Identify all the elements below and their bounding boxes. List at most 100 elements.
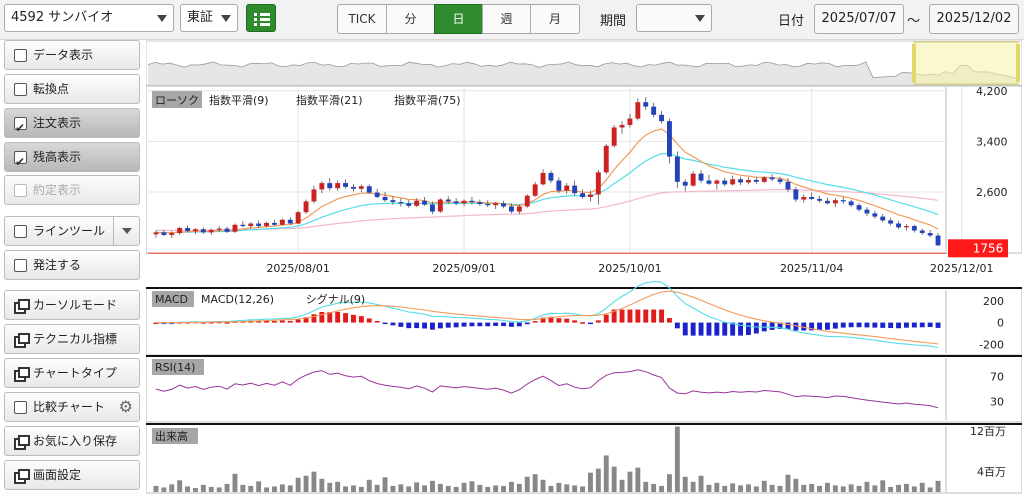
candle-body (785, 181, 791, 190)
volume-bar (848, 484, 854, 492)
order-display-toggle[interactable]: 注文表示 (4, 108, 140, 142)
line-tool-menu-button[interactable] (113, 217, 139, 245)
volume-bar (769, 484, 775, 492)
volume-bar (279, 484, 285, 492)
volume-bar (785, 474, 791, 492)
compare-chart-toggle[interactable]: 比較チャート ⚙ (4, 392, 140, 422)
current-price-label: 1756 (973, 241, 1004, 255)
checkbox-icon (14, 259, 27, 272)
symbol-select[interactable]: 4592 サンバイオ (4, 4, 174, 32)
place-order-toggle[interactable]: 発注する (4, 250, 140, 280)
stock-chart[interactable]: 2,600 3,400 4,200 1756 2025/08/01 2025/09/01 2… (146, 40, 1022, 495)
candle-body (406, 203, 412, 206)
macd-histogram-bar (856, 322, 862, 328)
save-favorite-button[interactable]: お気に入り保存 (4, 426, 140, 456)
rsi-line (155, 369, 939, 409)
macd-histogram-bar (580, 322, 585, 324)
candle-body (580, 193, 585, 197)
interval-month[interactable]: 月 (530, 4, 580, 34)
macd-histogram-bar (603, 314, 609, 323)
candle-body (564, 185, 570, 191)
checkbox-icon (14, 49, 27, 62)
position-display-toggle[interactable]: 残高表示 (4, 142, 140, 176)
candle-body (177, 227, 183, 234)
volume-bar (327, 482, 333, 492)
volume-bar (303, 475, 309, 492)
interval-day[interactable]: 日 (434, 4, 483, 34)
macd-histogram-bar (224, 322, 230, 324)
checkbox-icon (14, 184, 27, 197)
volume-bar (682, 476, 688, 492)
candle-body (848, 201, 854, 206)
symbol-value: 4592 サンバイオ (11, 10, 114, 25)
checkbox-checked-icon (14, 114, 27, 142)
macd-histogram-bar (469, 322, 475, 327)
macd-histogram-bar (524, 322, 530, 325)
rsi-panel: 70 30 RSI(14) (146, 355, 1022, 423)
cursor-mode-button[interactable]: カーソルモード (4, 290, 140, 320)
price-x-tick-label: 2025/08/01 (266, 262, 329, 275)
candle-body (272, 222, 277, 225)
turning-point-toggle[interactable]: 転換点 (4, 74, 140, 104)
price-x-tick-label: 2025/11/04 (780, 262, 843, 275)
list-view-button[interactable] (246, 4, 276, 32)
volume-bar (564, 484, 570, 492)
volume-bar (501, 485, 506, 492)
data-display-toggle[interactable]: データ表示 (4, 40, 140, 70)
screen-settings-button[interactable]: 画面設定 (4, 460, 140, 490)
candle-body (817, 198, 822, 201)
chevron-down-icon (221, 15, 231, 22)
volume-bar (374, 484, 380, 492)
volume-bar (453, 486, 459, 492)
candle-body (193, 229, 198, 232)
volume-bar (398, 484, 404, 492)
interval-tick[interactable]: TICK (337, 4, 387, 34)
candle-body (690, 173, 696, 186)
date-to-input[interactable]: 2025/12/02 (929, 4, 1019, 34)
candle-body (674, 156, 680, 182)
legend-label-1: 指数平滑(9) (209, 93, 269, 107)
volume-bar (532, 474, 538, 492)
candle-body (461, 200, 467, 204)
technical-indicator-button[interactable]: テクニカル指標 (4, 324, 140, 354)
macd-histogram-bar (848, 322, 854, 328)
ema-9-line (155, 128, 939, 234)
volume-bar (422, 485, 427, 492)
interval-minute[interactable]: 分 (386, 4, 435, 34)
candle-body (746, 179, 751, 183)
macd-histogram-bar (208, 322, 214, 324)
macd-histogram-bar (935, 322, 941, 328)
macd-histogram-bar (516, 322, 522, 327)
macd-histogram-bar (556, 318, 562, 323)
macd-line (155, 281, 939, 349)
interval-week[interactable]: 週 (482, 4, 531, 34)
volume-bar (667, 474, 672, 492)
volume-bar (706, 484, 712, 492)
volume-bar (809, 483, 815, 492)
macd-histogram-bar (698, 322, 704, 336)
candle-body (872, 213, 878, 217)
volume-bar (224, 483, 230, 492)
volume-bar (619, 479, 625, 492)
macd-histogram-bar (785, 322, 791, 330)
candle-body (777, 179, 783, 182)
volume-bar (580, 486, 585, 492)
volume-bar (896, 484, 901, 492)
date-from-input[interactable]: 2025/07/07 (814, 4, 904, 34)
macd-histogram-bar (690, 322, 696, 336)
volume-bar (493, 485, 499, 492)
candle-body (327, 183, 333, 189)
volume-bar (351, 485, 356, 492)
checkbox-icon (14, 83, 27, 96)
overview-navigator[interactable] (146, 40, 1022, 86)
gear-icon[interactable]: ⚙ (118, 397, 133, 416)
period-select[interactable] (636, 4, 712, 32)
line-tool-toggle[interactable]: ラインツール (4, 216, 140, 246)
candle-body (248, 223, 254, 227)
chart-type-button[interactable]: チャートタイプ (4, 358, 140, 388)
macd-histogram-bar (485, 322, 491, 327)
volume-bar (272, 486, 277, 492)
market-select[interactable]: 東証 (180, 4, 238, 32)
volume-bar (516, 483, 522, 492)
rsi-y-tick-label: 70 (990, 371, 1004, 384)
